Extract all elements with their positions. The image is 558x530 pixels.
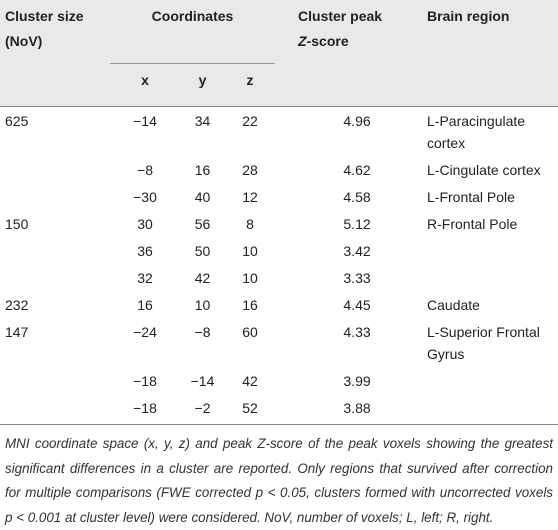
- header-cell: z: [225, 63, 276, 107]
- table-cell: 36: [137, 242, 153, 259]
- table-cell: 10: [242, 242, 258, 259]
- table-cell: [0, 264, 110, 291]
- table-cell: 4.58: [343, 188, 371, 205]
- table-cell: 8: [246, 215, 254, 232]
- table-cell: 50: [194, 242, 211, 259]
- table-cell: [425, 264, 558, 291]
- table-cell: [425, 237, 558, 264]
- table-cell: 3.42: [343, 242, 371, 259]
- table-cell: −30: [133, 188, 157, 205]
- table-cell: 147: [5, 323, 29, 340]
- header-text: Cluster peak: [298, 8, 383, 24]
- table-cell: 16: [137, 296, 153, 313]
- header-cell: y: [180, 63, 225, 107]
- table-cell: [425, 394, 558, 425]
- table-cell: −8: [137, 161, 153, 178]
- table-cell: L-Cingulate cortex: [427, 161, 541, 178]
- table-row: −18 −2 52 3.88: [0, 394, 558, 425]
- table-row: 232 16 10 16 4.45 Caudate: [0, 291, 558, 318]
- table-cell: 52: [225, 394, 276, 425]
- table-cell: 42: [242, 372, 258, 389]
- table-cell: −14: [133, 112, 157, 129]
- table-cell: 56: [194, 215, 211, 232]
- table-cell: 3.33: [343, 269, 371, 286]
- table-cell: −18: [133, 372, 157, 389]
- table-cell: [0, 394, 110, 425]
- table-cell: 10: [194, 296, 211, 313]
- table-cell: −18: [110, 394, 180, 425]
- header-text: Z: [298, 33, 307, 49]
- table-cell: −8: [194, 323, 211, 340]
- header-cell: Brain region: [425, 0, 558, 107]
- table-row: −18 −14 42 3.99: [0, 367, 558, 394]
- table-row: 36 50 10 3.42: [0, 237, 558, 264]
- table-cell: [425, 367, 558, 394]
- table-row: 147 −24 −8 60 4.33 L-Superior Frontal Gyrus: [0, 318, 558, 367]
- table-cell: −14: [190, 372, 215, 389]
- table-cell: 10: [242, 269, 258, 286]
- table-cell: L-Paracingulate cortex: [427, 112, 526, 151]
- header-cell: x: [110, 63, 180, 107]
- table-cell: L-Superior Frontal Gyrus: [427, 323, 540, 362]
- table-cell: 22: [242, 112, 258, 129]
- table-cell: 3.99: [343, 372, 371, 389]
- table-cell: 4.96: [343, 112, 371, 129]
- table-cell: 32: [137, 269, 153, 286]
- table-header: Cluster size (NoV) Coordinates Cluster p…: [0, 0, 558, 107]
- table-cell: 3.88: [275, 394, 426, 425]
- table-cell: 4.33: [343, 323, 371, 340]
- results-table: Cluster size (NoV) Coordinates Cluster p…: [0, 0, 558, 425]
- table-cell: [0, 367, 110, 394]
- header-cell: Cluster size (NoV): [0, 0, 110, 107]
- table-cell: 4.45: [343, 296, 371, 313]
- table-cell: 12: [242, 188, 258, 205]
- table-row: 32 42 10 3.33: [0, 264, 558, 291]
- header-cell: Coordinates: [110, 0, 276, 64]
- header-cell: Cluster peak Z-score: [275, 0, 426, 107]
- table-cell: 232: [5, 296, 29, 313]
- table-cell: [0, 237, 110, 264]
- table-cell: 16: [242, 296, 258, 313]
- table-row: −8 16 28 4.62 L-Cingulate cortex: [0, 156, 558, 183]
- table-cell: 625: [5, 112, 29, 129]
- header-text: -score: [306, 33, 349, 49]
- table-cell: 16: [194, 161, 211, 178]
- table-cell: [0, 183, 110, 210]
- table-cell: 40: [194, 188, 211, 205]
- table-cell: 150: [5, 215, 29, 232]
- table-cell: L-Frontal Pole: [427, 188, 515, 205]
- table-cell: 30: [137, 215, 153, 232]
- table-cell: −24: [133, 323, 157, 340]
- table-cell: [0, 156, 110, 183]
- table-cell: 42: [194, 269, 211, 286]
- table-cell: 60: [242, 323, 258, 340]
- table-cell: 4.62: [343, 161, 371, 178]
- table-cell: −2: [180, 394, 225, 425]
- table-cell: Caudate: [427, 296, 480, 313]
- table-body: 625 −14 34 22 4.96 L-Paracingulate cortex −8 16…: [0, 107, 558, 425]
- table-cell: 34: [194, 112, 211, 129]
- table-cell: 28: [242, 161, 258, 178]
- table-row: 625 −14 34 22 4.96 L-Paracingulate cortex: [0, 107, 558, 157]
- table-row: −30 40 12 4.58 L-Frontal Pole: [0, 183, 558, 210]
- table-row: 150 30 56 8 5.12 R-Frontal Pole: [0, 210, 558, 237]
- footnote: MNI coordinate space (x, y, z) and peak …: [5, 436, 553, 525]
- table-cell: 5.12: [343, 215, 371, 232]
- table-cell: R-Frontal Pole: [427, 215, 518, 232]
